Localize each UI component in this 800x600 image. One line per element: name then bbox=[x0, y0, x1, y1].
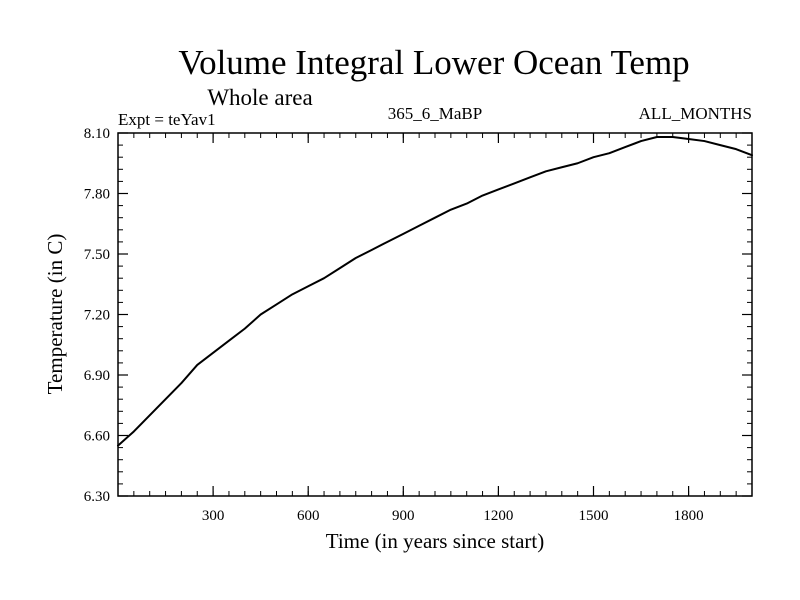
x-tick-label: 1800 bbox=[674, 508, 704, 524]
chart-subtitle: Whole area bbox=[207, 85, 312, 110]
series-layer bbox=[117, 136, 753, 447]
axis-ticks bbox=[118, 132, 752, 497]
expt-label: Expt = teYav1 bbox=[118, 110, 216, 129]
x-tick-label: 900 bbox=[392, 508, 415, 524]
y-tick-label: 7.50 bbox=[84, 247, 110, 263]
y-axis-label: Temperature (in C) bbox=[43, 234, 67, 395]
y-tick-label: 7.20 bbox=[84, 308, 110, 324]
y-tick-label: 6.90 bbox=[84, 368, 110, 384]
x-tick-label: 600 bbox=[297, 508, 320, 524]
y-tick-label: 7.80 bbox=[84, 187, 110, 203]
x-tick-label: 1200 bbox=[483, 508, 513, 524]
y-tick-label: 8.10 bbox=[84, 126, 110, 142]
x-axis-label: Time (in years since start) bbox=[326, 529, 545, 553]
tick-labels: 300 600 900 1200 1500 1800 6.30 6.60 6.90 7.20 7.5… bbox=[84, 126, 704, 524]
chart-title: Volume Integral Lower Ocean Temp bbox=[178, 43, 689, 82]
y-tick-label: 6.30 bbox=[84, 489, 110, 505]
y-tick-label: 6.60 bbox=[84, 429, 110, 445]
run-label: 365_6_MaBP bbox=[388, 104, 482, 123]
x-tick-label: 300 bbox=[202, 508, 225, 524]
x-tick-label: 1500 bbox=[579, 508, 609, 524]
plot-frame bbox=[117, 132, 753, 497]
months-label: ALL_MONTHS bbox=[639, 104, 752, 123]
series-line bbox=[117, 136, 753, 447]
